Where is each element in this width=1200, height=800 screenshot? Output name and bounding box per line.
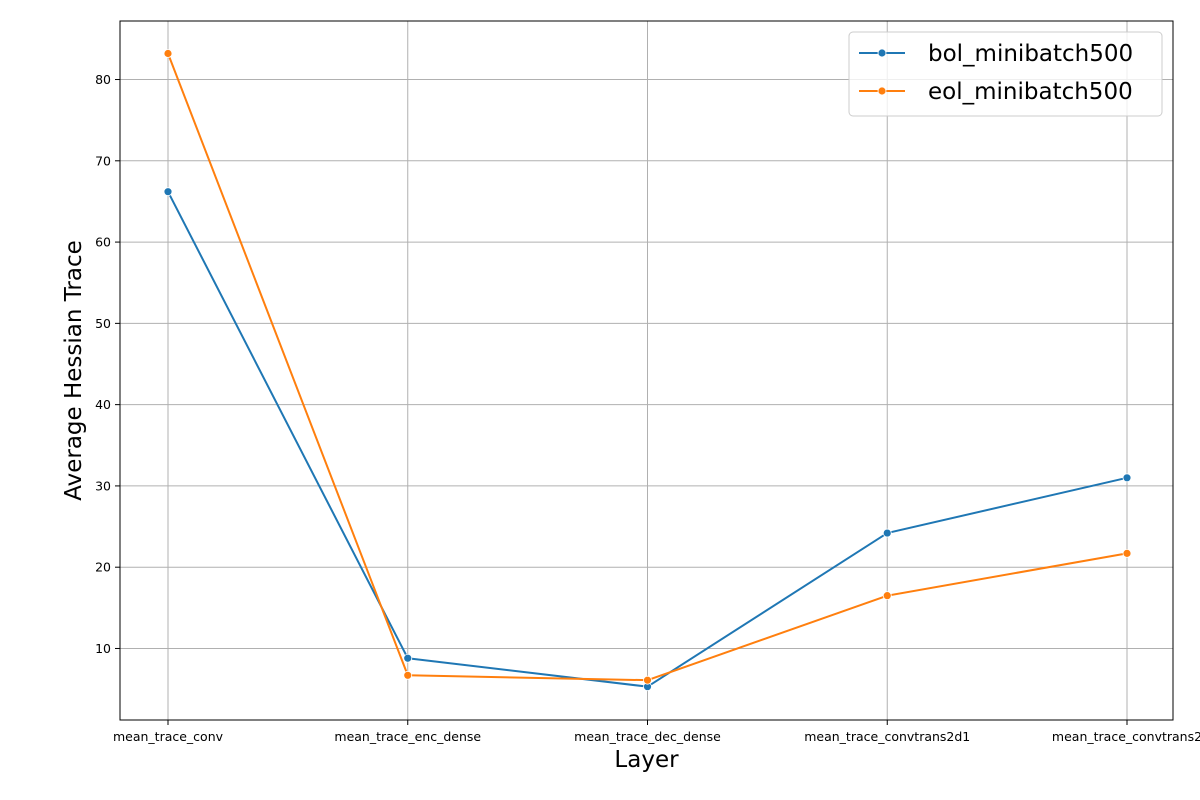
series-bol_minibatch500 (163, 187, 1132, 692)
legend-marker (877, 48, 887, 58)
x-tick-label: mean_trace_convtrans2 (1052, 729, 1200, 744)
y-axis: 10 20 30 40 50 60 70 80 (95, 72, 120, 656)
legend-box (848, 31, 1163, 117)
data-point (403, 653, 413, 663)
data-point (403, 670, 413, 680)
x-tick-label: mean_trace_conv (113, 729, 224, 744)
data-point (882, 528, 892, 538)
x-tick-label: mean_trace_convtrans2d1 (804, 729, 970, 744)
y-tick-label: 10 (95, 641, 111, 656)
legend-item: eol_minibatch500 (859, 79, 1133, 105)
plot-background (120, 21, 1173, 720)
x-axis-label: Layer (614, 747, 679, 773)
y-tick-label: 40 (95, 397, 111, 412)
data-point (1122, 473, 1132, 483)
legend-item: bol_minibatch500 (859, 41, 1133, 67)
legend-label: eol_minibatch500 (928, 79, 1133, 105)
y-tick-label: 50 (95, 316, 111, 331)
series-eol_minibatch500 (163, 49, 1132, 685)
y-tick-label: 80 (95, 72, 111, 87)
data-point (1122, 548, 1132, 558)
y-axis-label: Average Hessian Trace (61, 240, 87, 501)
plot-frame (119, 20, 1174, 721)
x-tick-label: mean_trace_dec_dense (574, 729, 721, 744)
data-point (163, 187, 173, 197)
data-point (163, 49, 173, 58)
x-axis: mean_trace_conv mean_trace_enc_dense mean_… (113, 720, 1200, 744)
y-tick-label: 60 (95, 235, 111, 250)
legend-label: bol_minibatch500 (928, 41, 1133, 67)
data-point (882, 591, 892, 601)
y-tick-label: 20 (95, 560, 111, 575)
x-tick-label: mean_trace_enc_dense (334, 729, 481, 744)
series-layer (163, 49, 1132, 692)
y-tick-label: 70 (95, 153, 111, 168)
data-point (643, 675, 652, 685)
legend-marker (877, 86, 887, 96)
legend: bol_minibatch500 eol_minibatch500 (848, 31, 1163, 117)
y-tick-label: 30 (95, 478, 111, 493)
